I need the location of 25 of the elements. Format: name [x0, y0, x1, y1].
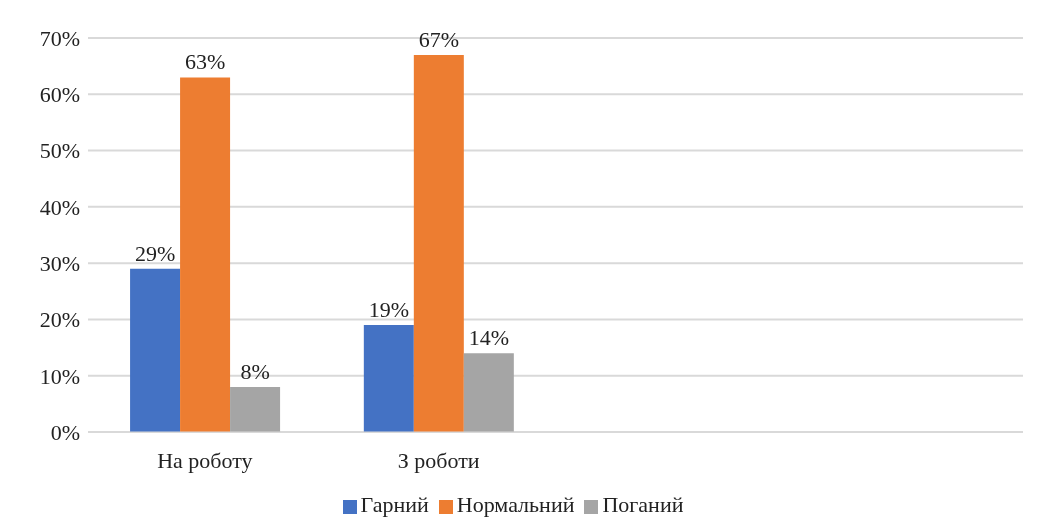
y-tick-label: 10% — [39, 363, 80, 389]
bar — [463, 353, 514, 432]
bar — [413, 54, 464, 432]
y-tick-label: 30% — [39, 250, 80, 276]
legend-label: Гарний — [360, 492, 429, 517]
y-tick-label: 60% — [39, 82, 80, 108]
y-tick-label: 40% — [39, 194, 80, 220]
legend-label: Поганий — [602, 492, 684, 517]
data-label: 14% — [468, 325, 509, 351]
y-tick-label: 0% — [50, 419, 80, 445]
data-label: 19% — [368, 297, 409, 323]
y-tick-label: 50% — [39, 138, 80, 164]
bar — [130, 268, 181, 432]
data-label: 63% — [184, 49, 226, 75]
legend-label: Нормальний — [456, 492, 575, 517]
data-label: 29% — [134, 240, 176, 266]
data-label: 67% — [418, 26, 459, 52]
y-tick-label: 70% — [39, 25, 80, 51]
bar — [180, 77, 231, 432]
y-tick-label: 20% — [39, 307, 80, 333]
data-label: 8% — [240, 358, 270, 384]
bar — [230, 386, 281, 432]
x-tick-label: З роботи — [397, 447, 480, 473]
x-tick-label: На роботу — [157, 447, 253, 473]
bar — [363, 325, 414, 432]
